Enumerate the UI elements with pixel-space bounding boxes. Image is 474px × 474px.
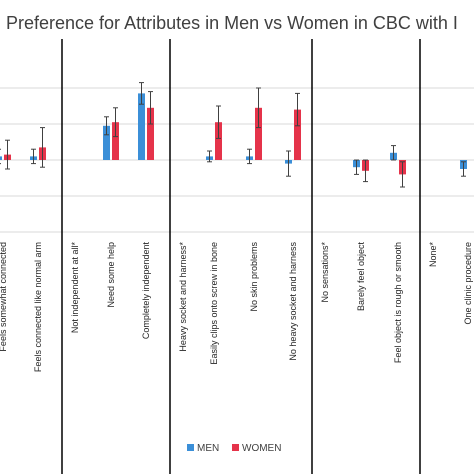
category-tick-label: Easily clips onto screw in bone [209, 242, 219, 365]
category-tick-label: No sensations* [320, 242, 330, 303]
legend-swatch-men [187, 444, 194, 451]
category-tick-label: Heavy socket and harness* [178, 242, 188, 352]
category-tick-label: Not independent at all* [70, 242, 80, 334]
chart-title: Preference for Attributes in Men vs Wome… [6, 13, 458, 33]
gridlines [0, 87, 474, 233]
category-tick-label: Need some help [106, 242, 116, 308]
category-tick-label: Feel object is rough or smooth [393, 242, 403, 363]
category-tick-label: One clinic procedure [463, 242, 473, 325]
bar-men [0, 156, 2, 160]
legend-label-men: MEN [197, 443, 219, 454]
bar-men [103, 125, 110, 160]
category-tick-label: None* [428, 242, 438, 268]
category-tick-label: Feels connected like normal arm [33, 242, 43, 372]
legend: MEN WOMEN [187, 443, 281, 454]
bars [0, 82, 467, 188]
bar-women [294, 109, 301, 160]
bar-women [147, 107, 154, 160]
category-tick-label: Barely feel object [356, 242, 366, 312]
legend-label-women: WOMEN [242, 443, 281, 454]
bar-men [138, 93, 145, 160]
legend-swatch-women [232, 444, 239, 451]
category-labels: Feels somewhat connected Feels connected … [0, 242, 473, 373]
group-dividers [61, 39, 421, 474]
bar-women [255, 107, 262, 160]
category-tick-label: No skin problems [249, 242, 259, 312]
category-tick-label: Feels somewhat connected [0, 242, 8, 352]
bar-women [215, 122, 222, 160]
category-tick-label: No heavy socket and harness [288, 242, 298, 361]
category-tick-label: Completely independent [141, 242, 151, 340]
bar-women [112, 122, 119, 160]
